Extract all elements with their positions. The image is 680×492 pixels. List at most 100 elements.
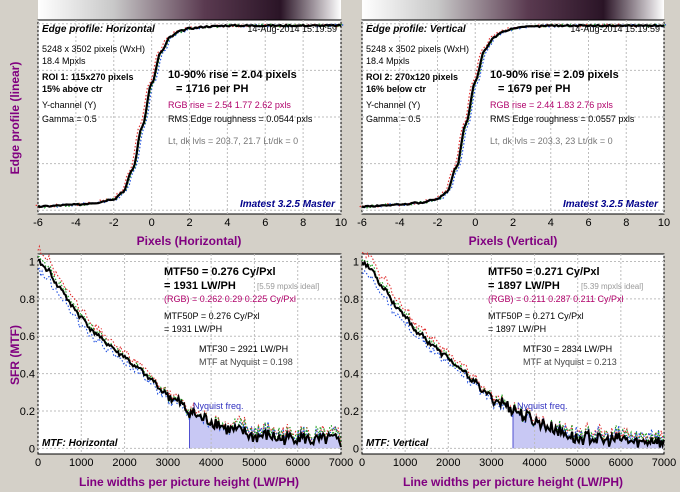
y-tick-label: 1 bbox=[353, 256, 359, 268]
megapixels: 18.4 Mpxls bbox=[366, 56, 410, 66]
mtf-vertical-panel: MTF50 = 0.271 Cy/Pxl = 1897 LW/PH [5.39 … bbox=[344, 251, 677, 489]
axis-ticks: 0 1000 2000 3000 4000 5000 6000 7000 0 0.2 0.4 0.6 0… bbox=[20, 256, 354, 469]
roi-size: ROI 1: 115x270 pixels bbox=[42, 72, 134, 82]
y-tick-label: 0.4 bbox=[20, 369, 35, 381]
rgb-mtf50: (RGB) = 0.262 0.29 0.225 Cy/Pxl bbox=[164, 294, 296, 304]
panel-title: MTF: Vertical bbox=[366, 438, 429, 449]
panel-title: Edge profile: Vertical bbox=[366, 24, 466, 35]
x-tick-label: 3000 bbox=[479, 457, 503, 469]
mtf50p: MTF50P = 0.276 Cy/Pxl bbox=[164, 311, 260, 321]
edge-curves bbox=[35, 23, 344, 209]
axis-ticks: 0 1000 2000 3000 4000 5000 6000 7000 0 0.2 0.4 0.6 0… bbox=[344, 256, 677, 469]
mtf50: MTF50 = 0.271 Cy/Pxl bbox=[488, 266, 600, 278]
imatest-brand: Imatest 3.2.5 Master bbox=[240, 199, 336, 210]
y-tick-label: 0 bbox=[29, 443, 35, 455]
x-tick-label: 4000 bbox=[522, 457, 546, 469]
mtf50p-lwph: = 1897 LW/PH bbox=[488, 324, 546, 334]
y-tick-label: 0.8 bbox=[344, 294, 359, 306]
x-tick-label: 0 bbox=[472, 217, 478, 229]
roi-size: ROI 2: 270x120 pixels bbox=[366, 72, 458, 82]
x-tick-label: 8 bbox=[300, 217, 306, 229]
x-axis-label: Line widths per picture height (LW/PH) bbox=[403, 475, 623, 489]
y-tick-label: 0.6 bbox=[344, 331, 359, 343]
x-tick-label: -2 bbox=[109, 217, 119, 229]
x-tick-label: -6 bbox=[357, 217, 367, 229]
mtf30: MTF30 = 2921 LW/PH bbox=[199, 344, 288, 354]
image-size: 5248 x 3502 pixels (WxH) bbox=[42, 44, 145, 54]
x-axis-label: Pixels (Horizontal) bbox=[137, 234, 242, 248]
rgb-mtf50: (RGB) = 0.211 0.287 0.211 Cy/Pxl bbox=[488, 294, 624, 304]
light-dark-levels: Lt, dk lvls = 203.3, 23 Lt/dk = 0 bbox=[490, 136, 613, 146]
edge-horizontal-panel: Edge profile: Horizontal 14-Aug-2014 15:… bbox=[33, 19, 347, 248]
mtf-at-nyquist: MTF at Nyquist = 0.213 bbox=[523, 357, 617, 367]
y-tick-label: 0.2 bbox=[344, 406, 359, 418]
grid bbox=[361, 20, 665, 214]
rise-per-ph: = 1716 per PH bbox=[176, 83, 249, 95]
y-tick-label: 0.6 bbox=[20, 331, 35, 343]
imatest-brand: Imatest 3.2.5 Master bbox=[563, 199, 659, 210]
y-tick-label: 0.2 bbox=[20, 406, 35, 418]
mtf50p-lwph: = 1931 LW/PH bbox=[164, 324, 222, 334]
mtf-curves bbox=[37, 244, 342, 448]
edge-curve-luminance bbox=[37, 23, 342, 209]
nyquist-fill bbox=[513, 405, 664, 449]
x-tick-label: 6000 bbox=[609, 457, 633, 469]
mtf-horizontal-panel: MTF50 = 0.276 Cy/Pxl = 1931 LW/PH [5.59 … bbox=[20, 244, 354, 489]
x-ticks: -6 -4 -2 0 2 4 6 8 10 bbox=[33, 217, 347, 229]
rise-pixels: 10-90% rise = 2.09 pixels bbox=[490, 69, 619, 81]
x-tick-label: 4000 bbox=[199, 457, 223, 469]
x-tick-label: 2000 bbox=[112, 457, 136, 469]
x-tick-label: 3000 bbox=[156, 457, 180, 469]
y-tick-label: 0 bbox=[353, 443, 359, 455]
x-tick-label: 4 bbox=[224, 217, 230, 229]
x-tick-label: 7000 bbox=[329, 457, 353, 469]
edge-ylabel: Edge profile (linear) bbox=[8, 62, 22, 175]
roi-position: 16% below ctr bbox=[366, 84, 427, 94]
mtf50-lwph: = 1897 LW/PH bbox=[488, 280, 560, 292]
x-tick-label: 6 bbox=[262, 217, 268, 229]
nyquist-label: Nyquist freq. bbox=[517, 401, 568, 411]
image-size: 5248 x 3502 pixels (WxH) bbox=[366, 44, 469, 54]
x-tick-label: -4 bbox=[71, 217, 81, 229]
channel: Y-channel (Y) bbox=[366, 100, 420, 110]
mtf-curve-luminance bbox=[37, 258, 342, 448]
nyquist-label: Nyquist freq. bbox=[193, 401, 244, 411]
gamma: Gamma = 0.5 bbox=[42, 114, 97, 124]
x-tick-label: 5000 bbox=[242, 457, 266, 469]
x-tick-label: 6 bbox=[585, 217, 591, 229]
nyquist-region bbox=[512, 405, 664, 449]
x-tick-label: -4 bbox=[395, 217, 405, 229]
light-dark-levels: Lt, dk lvls = 203.7, 21.7 Lt/dk = 0 bbox=[168, 136, 298, 146]
x-ticks: -6 -4 -2 0 2 4 6 8 10 bbox=[357, 217, 670, 229]
mtf50: MTF50 = 0.276 Cy/Pxl bbox=[164, 266, 276, 278]
mtf-ylabel: SFR (MTF) bbox=[8, 325, 22, 385]
timestamp: 14-Aug-2014 15:19:59 bbox=[247, 24, 337, 34]
megapixels: 18.4 Mpxls bbox=[42, 56, 86, 66]
x-tick-label: 1000 bbox=[69, 457, 93, 469]
x-tick-label: -2 bbox=[433, 217, 443, 229]
mtf-curves bbox=[361, 251, 665, 450]
x-tick-label: 8 bbox=[623, 217, 629, 229]
x-tick-label: 10 bbox=[335, 217, 347, 229]
grid bbox=[37, 254, 342, 454]
rgb-rise: RGB rise = 2.54 1.77 2.62 pxls bbox=[168, 100, 291, 110]
x-tick-label: 2 bbox=[510, 217, 516, 229]
x-tick-label: 1000 bbox=[393, 457, 417, 469]
edge-crop-strip-h bbox=[38, 0, 341, 20]
x-axis-label: Pixels (Vertical) bbox=[469, 234, 558, 248]
edge-curves bbox=[359, 23, 667, 209]
timestamp: 14-Aug-2014 15:19:59 bbox=[570, 24, 660, 34]
ideal-mpxls: [5.59 mpxls ideal] bbox=[257, 282, 319, 291]
x-tick-label: 0 bbox=[149, 217, 155, 229]
ideal-mpxls: [5.39 mpxls ideal] bbox=[581, 282, 643, 291]
edge-roughness: RMS Edge roughness = 0.0557 pxls bbox=[490, 114, 635, 124]
y-tick-label: 0.4 bbox=[344, 369, 359, 381]
panel-title: Edge profile: Horizontal bbox=[42, 24, 155, 35]
grid bbox=[361, 254, 665, 454]
edge-roughness: RMS Edge roughness = 0.0544 pxls bbox=[168, 114, 313, 124]
mtf50-lwph: = 1931 LW/PH bbox=[164, 280, 236, 292]
x-tick-label: 0 bbox=[359, 457, 365, 469]
y-tick-label: 0.8 bbox=[20, 294, 35, 306]
x-tick-label: 5000 bbox=[565, 457, 589, 469]
